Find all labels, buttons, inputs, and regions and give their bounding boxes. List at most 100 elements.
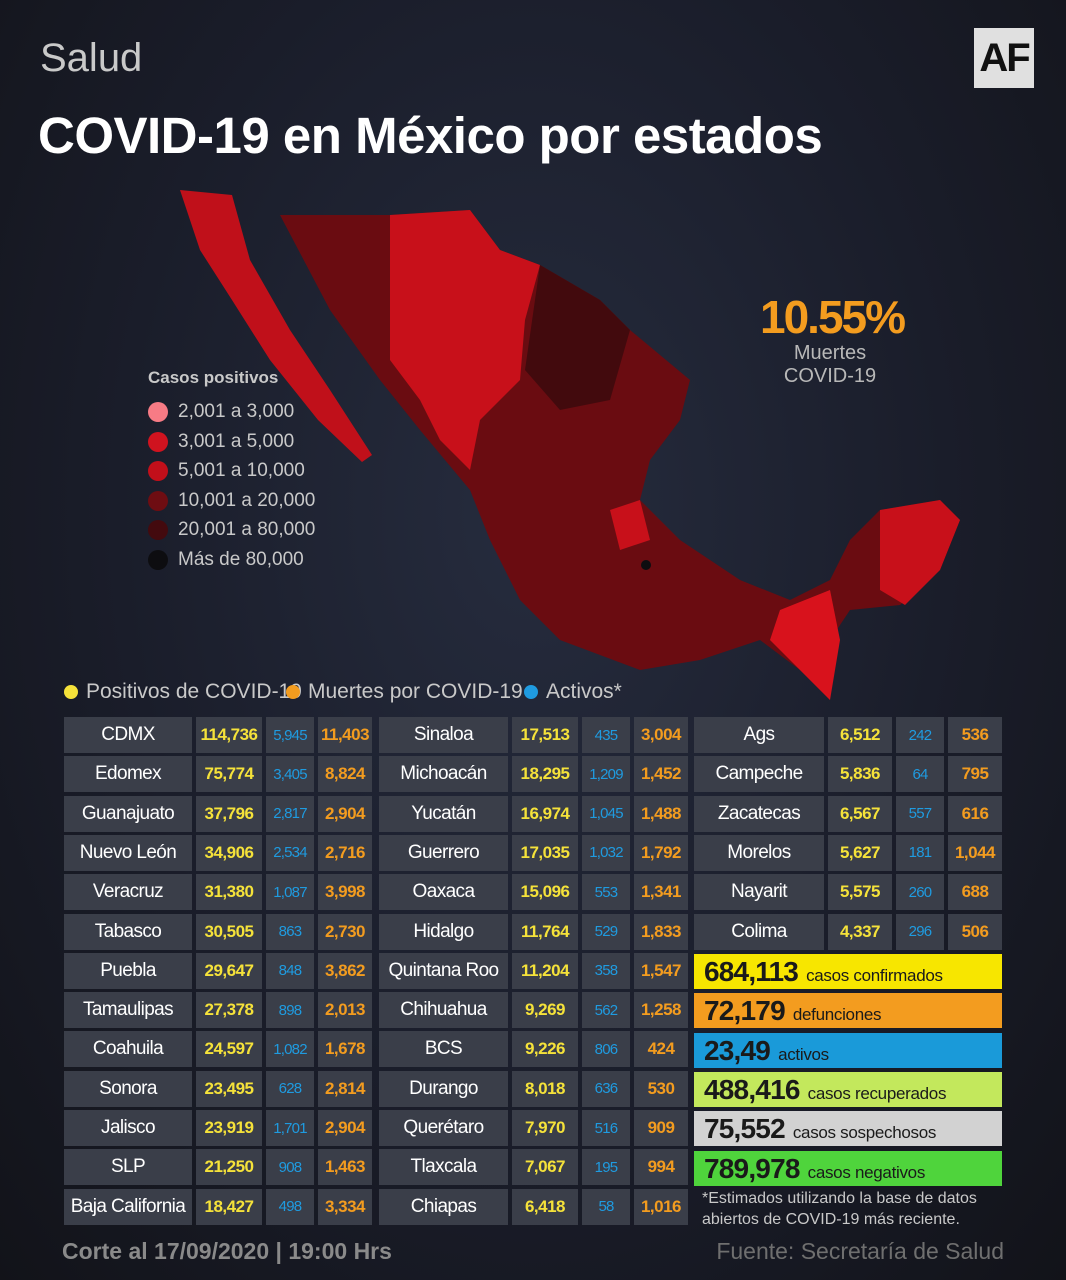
title: COVID-19 en México por estados bbox=[38, 107, 823, 164]
map-region bbox=[390, 210, 540, 470]
deaths: 530 bbox=[634, 1070, 688, 1107]
legend-label: 10,001 a 20,000 bbox=[178, 489, 316, 511]
state-name: Coahuila bbox=[64, 1031, 192, 1068]
positives: 17,513 bbox=[512, 717, 578, 753]
state-name: CDMX bbox=[64, 717, 192, 753]
footnote: *Estimados utilizando la base de datos a… bbox=[702, 1188, 977, 1230]
active: 1,087 bbox=[266, 874, 314, 911]
legend-label: Positivos de COVID-19 bbox=[86, 680, 302, 703]
deaths: 1,678 bbox=[318, 1031, 372, 1068]
deaths: 424 bbox=[634, 1031, 688, 1068]
summary-box: 72,179 defunciones bbox=[694, 993, 1002, 1029]
active: 3,405 bbox=[266, 756, 314, 793]
state-name: Tamaulipas bbox=[64, 992, 192, 1029]
active: 260 bbox=[896, 874, 944, 911]
state-name: Durango bbox=[379, 1070, 508, 1107]
positives: 23,495 bbox=[196, 1070, 262, 1107]
active: 358 bbox=[582, 952, 630, 989]
active: 435 bbox=[582, 717, 630, 753]
state-name: Guanajuato bbox=[64, 795, 192, 832]
state-name: SLP bbox=[64, 1149, 192, 1186]
legend-dot bbox=[148, 550, 168, 570]
deaths: 3,998 bbox=[318, 874, 372, 911]
state-name: Tabasco bbox=[64, 913, 192, 950]
map-region bbox=[180, 190, 372, 462]
deaths: 2,716 bbox=[318, 834, 372, 871]
summary-box: 23,49 activos bbox=[694, 1032, 1002, 1068]
deaths: 2,904 bbox=[318, 795, 372, 832]
positives: 6,567 bbox=[828, 795, 892, 832]
state-name: Jalisco bbox=[64, 1110, 192, 1146]
deaths: 2,814 bbox=[318, 1070, 372, 1107]
state-name: Oaxaca bbox=[379, 874, 508, 911]
map bbox=[180, 190, 960, 700]
deaths: 536 bbox=[948, 717, 1002, 753]
summary-value: 789,978 bbox=[704, 1152, 800, 1184]
positives: 75,774 bbox=[196, 756, 262, 793]
state-name: Edomex bbox=[64, 756, 192, 793]
active: 806 bbox=[582, 1031, 630, 1068]
summary-value: 72,179 bbox=[704, 995, 786, 1027]
active: 5,945 bbox=[266, 717, 314, 753]
map-region bbox=[641, 560, 651, 570]
legend-label: 3,001 a 5,000 bbox=[178, 430, 295, 452]
positives: 29,647 bbox=[196, 952, 262, 989]
state-name: Tlaxcala bbox=[379, 1149, 508, 1186]
deaths: 506 bbox=[948, 913, 1002, 950]
deaths: 1,258 bbox=[634, 992, 688, 1029]
deaths: 1,452 bbox=[634, 756, 688, 793]
deaths: 616 bbox=[948, 795, 1002, 832]
active: 1,209 bbox=[582, 756, 630, 793]
positives: 5,836 bbox=[828, 756, 892, 793]
positives: 9,226 bbox=[512, 1031, 578, 1068]
legend-label: 5,001 a 10,000 bbox=[178, 460, 305, 482]
state-name: Guerrero bbox=[379, 834, 508, 871]
positives: 11,764 bbox=[512, 913, 578, 950]
active: 195 bbox=[582, 1149, 630, 1186]
stat-value: 10.55% bbox=[760, 291, 906, 343]
active: 628 bbox=[266, 1070, 314, 1107]
positives: 7,067 bbox=[512, 1149, 578, 1186]
positives: 4,337 bbox=[828, 913, 892, 950]
summary-box: 789,978 casos negativos bbox=[694, 1150, 1002, 1186]
positives: 7,970 bbox=[512, 1110, 578, 1146]
state-name: Ags bbox=[694, 717, 824, 753]
active: 58 bbox=[582, 1188, 630, 1225]
positives: 5,627 bbox=[828, 834, 892, 871]
positives: 18,295 bbox=[512, 756, 578, 793]
positives: 114,736 bbox=[196, 717, 262, 753]
positives: 8,018 bbox=[512, 1070, 578, 1107]
state-name: Baja California bbox=[64, 1188, 192, 1225]
positives: 9,269 bbox=[512, 992, 578, 1029]
deaths: 909 bbox=[634, 1110, 688, 1146]
active: 898 bbox=[266, 992, 314, 1029]
legend-dot bbox=[148, 402, 168, 422]
deaths: 1,044 bbox=[948, 834, 1002, 871]
deaths: 2,904 bbox=[318, 1110, 372, 1146]
active: 1,701 bbox=[266, 1110, 314, 1146]
active: 516 bbox=[582, 1110, 630, 1146]
state-name: Zacatecas bbox=[694, 795, 824, 832]
positives: 6,418 bbox=[512, 1188, 578, 1225]
active: 242 bbox=[896, 717, 944, 753]
positives: 30,505 bbox=[196, 913, 262, 950]
state-name: Michoacán bbox=[379, 756, 508, 793]
active: 562 bbox=[582, 992, 630, 1029]
summary-label: defunciones bbox=[792, 1005, 882, 1025]
active: 1,032 bbox=[582, 834, 630, 871]
legend-dot bbox=[148, 520, 168, 541]
deaths: 1,463 bbox=[318, 1149, 372, 1186]
deaths: 1,341 bbox=[634, 874, 688, 911]
deaths: 1,833 bbox=[634, 913, 688, 950]
state-name: BCS bbox=[379, 1031, 508, 1068]
active: 848 bbox=[266, 952, 314, 989]
legend-label: 20,001 a 80,000 bbox=[178, 519, 316, 541]
legend-label: Muertes por COVID-19 bbox=[308, 680, 523, 703]
summary-value: 488,416 bbox=[704, 1073, 800, 1105]
active: 908 bbox=[266, 1149, 314, 1186]
stat-label: COVID-19 bbox=[783, 365, 877, 387]
map-region bbox=[880, 500, 960, 605]
state-name: Nuevo León bbox=[64, 834, 192, 871]
deaths: 3,334 bbox=[318, 1188, 372, 1225]
